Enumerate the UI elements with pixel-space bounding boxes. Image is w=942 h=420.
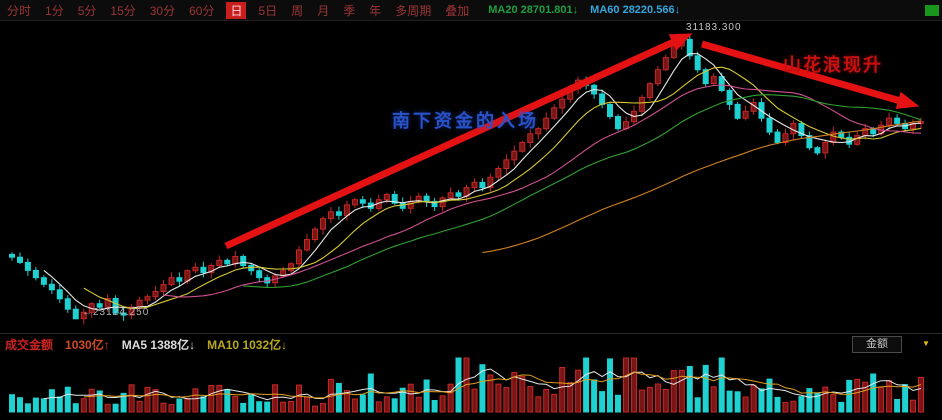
period-周[interactable]: 周 (291, 3, 304, 18)
volume-title: 成交金额 (5, 338, 54, 352)
trend-arrow-down (701, 40, 920, 109)
volume-bars (9, 357, 924, 413)
period-年[interactable]: 年 (369, 3, 382, 18)
dropdown-caret-icon[interactable]: ▼ (922, 339, 930, 348)
period-30分[interactable]: 30分 (149, 3, 176, 18)
period-15分[interactable]: 15分 (110, 3, 136, 18)
ma-line-5 (43, 53, 922, 311)
period-月[interactable]: 月 (317, 3, 330, 18)
period-叠加[interactable]: 叠加 (445, 3, 470, 18)
toolbar-ma-legend-0: MA20 28701.801↓ (488, 4, 579, 16)
period-季[interactable]: 季 (343, 3, 356, 18)
mini-indicator-button[interactable] (925, 4, 939, 16)
period-selected[interactable]: 日 (226, 1, 247, 19)
ma-line-10 (83, 66, 922, 310)
period-5日[interactable]: 5日 (258, 3, 278, 18)
volume-value: 1030亿↑ (65, 338, 110, 352)
period-5分[interactable]: 5分 (77, 3, 97, 18)
ma-line-30 (243, 94, 922, 288)
ma-line-60 (482, 120, 922, 254)
volume-ma-line-5 (43, 368, 922, 401)
toolbar-ma-legend-1: MA60 28220.566↓ (590, 4, 681, 16)
period-1分[interactable]: 1分 (45, 3, 64, 18)
candlestick-series (9, 35, 924, 325)
period-toolbar: 分时 1分 5分 15分 30分 60分日 5日周月季年多周期 叠加 MA20 28701.80… (0, 0, 942, 21)
volume-indicator-selector[interactable]: 金额 (852, 336, 902, 353)
volume-legend: 成交金额 1030亿↑ MA5 1388亿↓ MA10 1032亿↓ (5, 336, 287, 353)
volume-ma5-label: MA5 1388亿↓ (121, 338, 196, 352)
period-多周期[interactable]: 多周期 (395, 3, 432, 18)
volume-ma10-label: MA10 1032亿↓ (207, 338, 288, 352)
ma-line-20 (163, 84, 922, 298)
period-60分[interactable]: 60分 (189, 3, 215, 18)
volume-ma-line-10 (83, 371, 922, 399)
period-分时[interactable]: 分时 (7, 3, 32, 18)
trend-arrow-up (224, 33, 693, 250)
